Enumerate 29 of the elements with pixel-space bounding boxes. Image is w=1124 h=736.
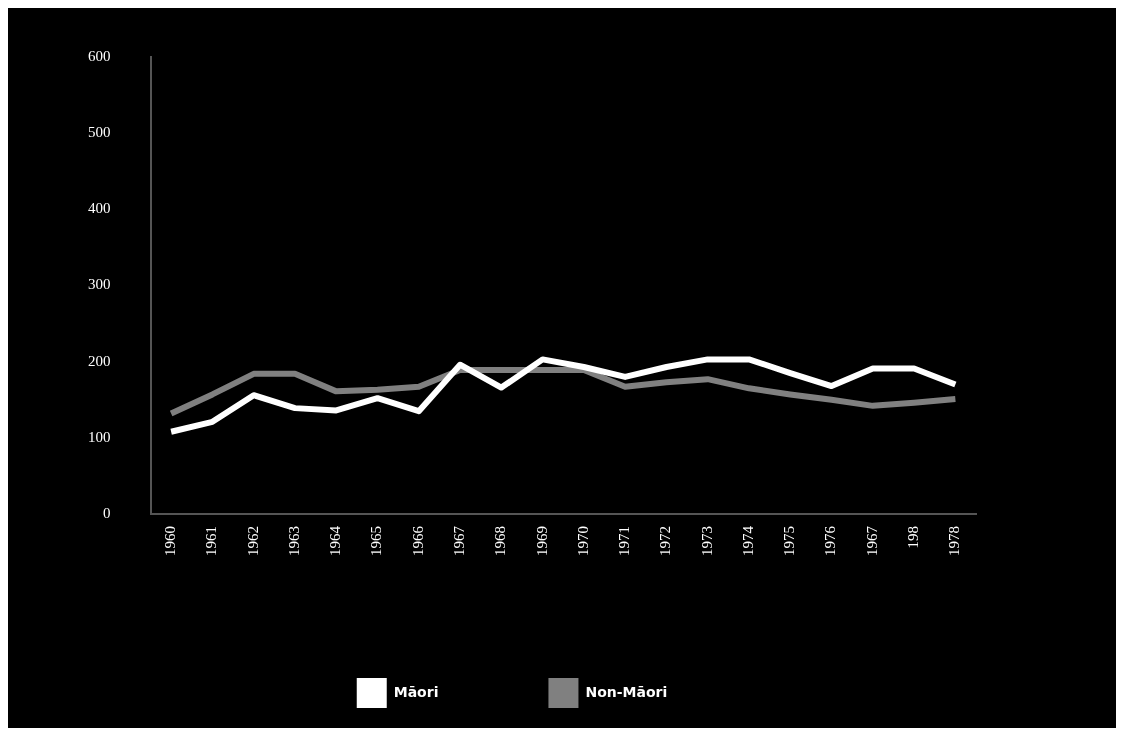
legend-label: Māori bbox=[393, 683, 439, 700]
x-tick-label: 1966 bbox=[409, 525, 426, 556]
x-tick-label: 1974 bbox=[739, 525, 756, 556]
x-tick-label: 1978 bbox=[946, 526, 963, 556]
legend-label: Non-Māori bbox=[585, 683, 668, 700]
y-tick-label: 300 bbox=[88, 276, 111, 293]
x-tick-label: 1975 bbox=[781, 526, 798, 556]
x-tick-label: 1963 bbox=[285, 526, 302, 556]
x-tick-label: 1969 bbox=[533, 526, 550, 556]
x-tick-label: 1976 bbox=[822, 525, 839, 556]
x-tick-label: 1968 bbox=[492, 526, 509, 556]
x-tick-label: 1967 bbox=[451, 525, 467, 556]
x-tick-label: 1973 bbox=[698, 526, 715, 556]
y-tick-label: 200 bbox=[88, 352, 111, 369]
x-tick-label: 1967 bbox=[863, 525, 880, 556]
x-tick-label: 1965 bbox=[368, 526, 385, 556]
x-tick-label: 1972 bbox=[657, 526, 674, 556]
y-tick-label: 400 bbox=[88, 200, 111, 217]
x-tick-label: 1961 bbox=[203, 526, 220, 556]
x-tick-label: 1962 bbox=[244, 526, 261, 556]
x-tick-label: 1970 bbox=[574, 526, 591, 556]
y-tick-label: 500 bbox=[88, 124, 111, 141]
x-tick-label: 1964 bbox=[327, 525, 344, 556]
x-tick-label: 1960 bbox=[162, 526, 179, 556]
y-tick-label: 600 bbox=[88, 47, 111, 64]
y-tick-label: 100 bbox=[88, 428, 111, 445]
x-tick-label: 1971 bbox=[616, 526, 633, 556]
x-tick-label: 198 bbox=[905, 526, 922, 549]
y-tick-label: 0 bbox=[103, 504, 111, 521]
